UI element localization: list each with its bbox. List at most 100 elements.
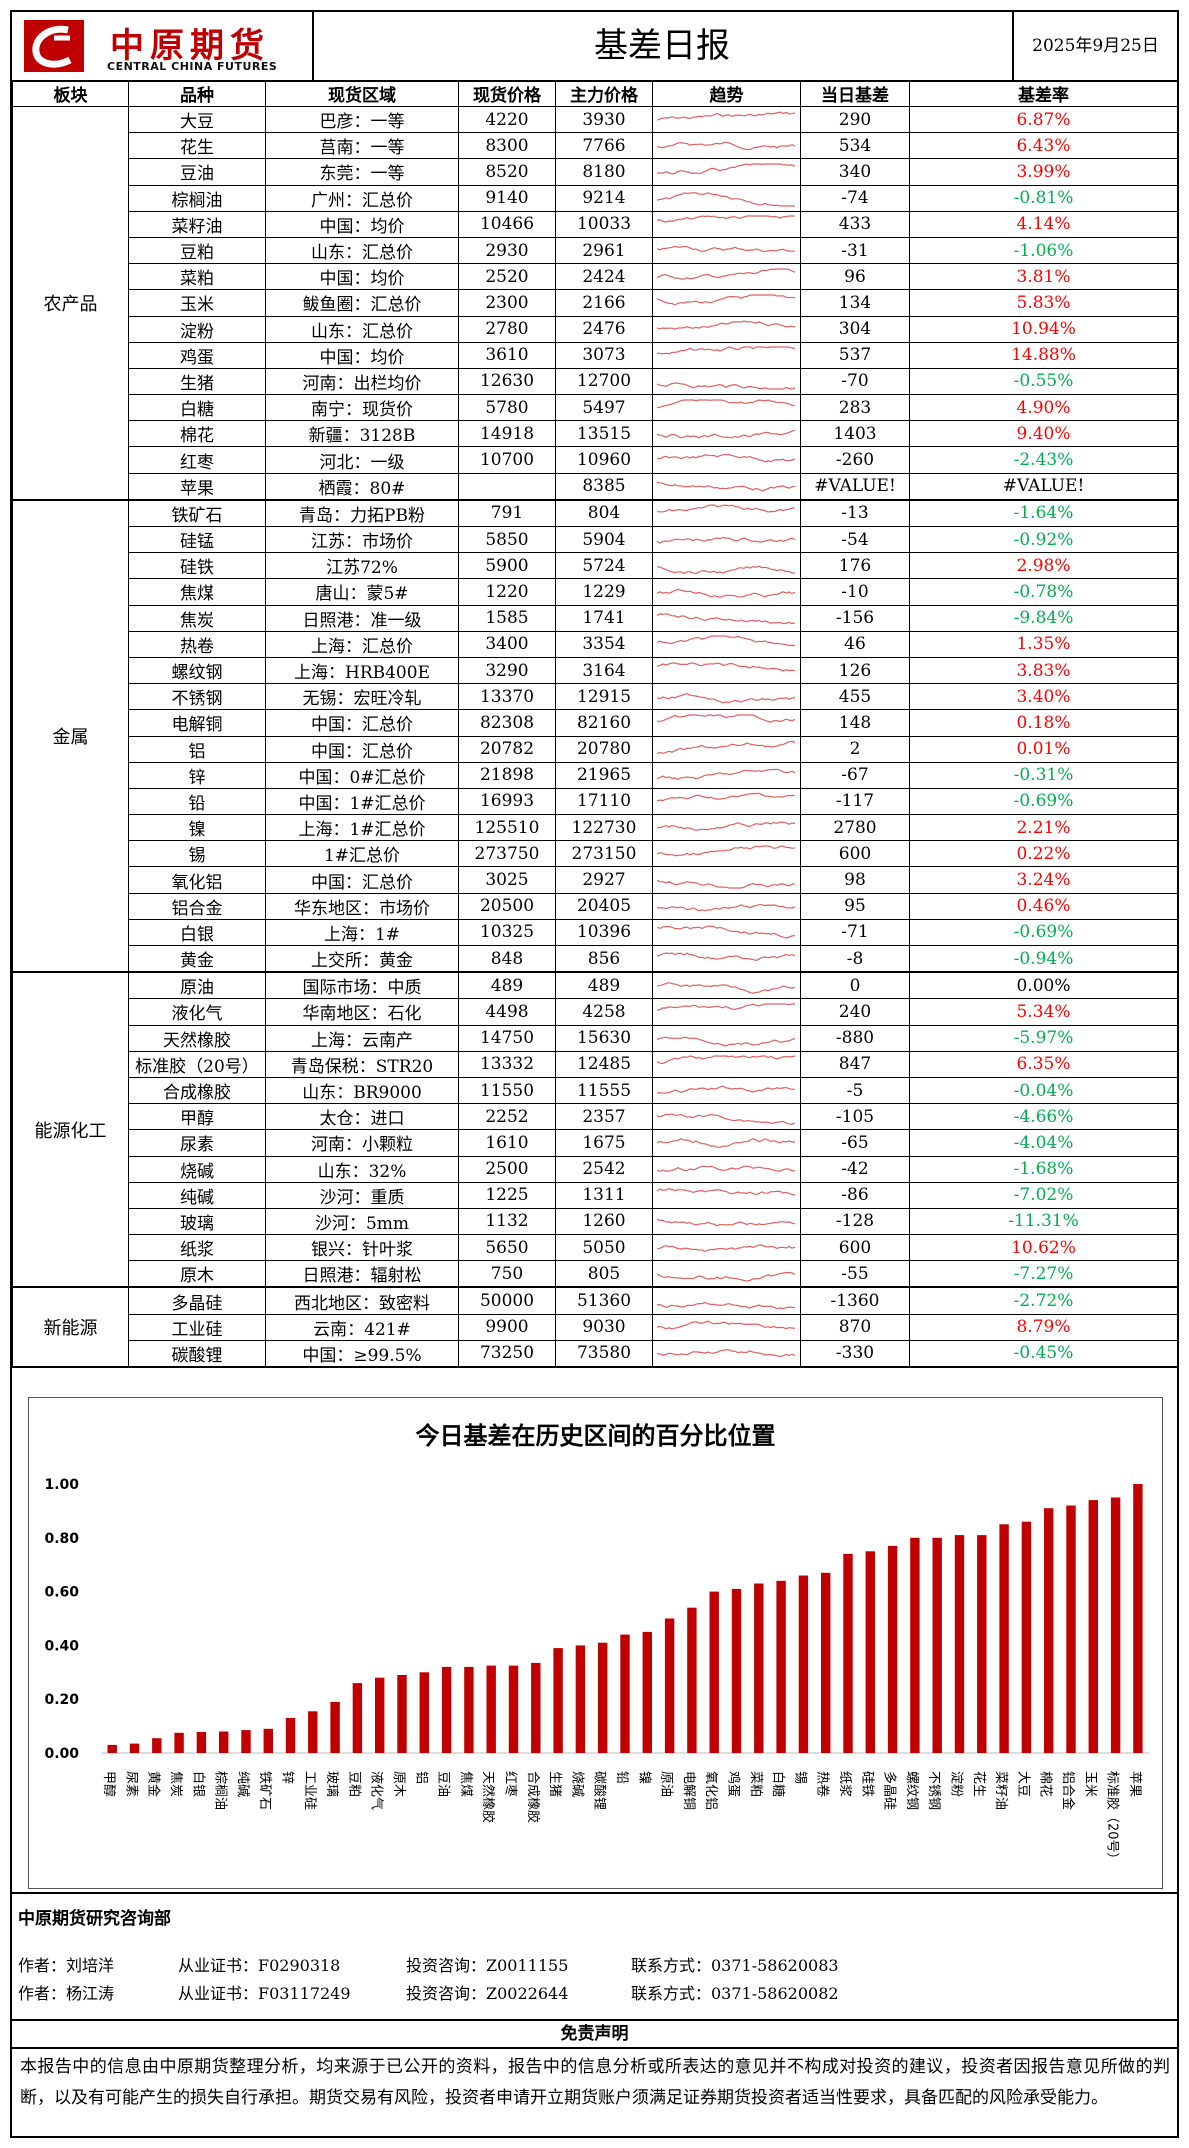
basis-rate-cell: -0.69%: [909, 787, 1178, 816]
variety-cell: 纸浆: [128, 1234, 266, 1262]
table-row: 甲醇 太仓：进口 2252 2357 -105 -4.66%: [13, 1103, 1178, 1131]
basis-rate-cell: 3.81%: [909, 263, 1178, 291]
sparkline-icon: [656, 1349, 795, 1358]
basis-cell: 283: [800, 394, 910, 422]
basis-rate-cell: 14.88%: [909, 341, 1178, 369]
trend-sparkline: [652, 1286, 801, 1315]
trend-sparkline: [652, 1260, 801, 1289]
trend-sparkline: [652, 1234, 801, 1262]
region-cell: 日照港：辐射松: [265, 1260, 459, 1289]
bar: [865, 1551, 875, 1754]
table-row: 豆油 东莞：一等 8520 8180 340 3.99%: [13, 158, 1178, 186]
table-row: 花生 莒南：一等 8300 7766 534 6.43%: [13, 132, 1178, 160]
trend-sparkline: [652, 210, 801, 238]
spot-price-cell: 5780: [458, 394, 556, 422]
table-row: 铝中国：汇总价 20782 20780 2 0.01%: [13, 735, 1178, 763]
basis-rate-cell: 3.83%: [909, 656, 1178, 685]
region-cell: 山东：汇总价: [265, 236, 459, 265]
x-tick-label: 多晶硅: [882, 1771, 898, 1810]
trend-sparkline: [652, 158, 801, 186]
basis-cell: 148: [800, 709, 910, 737]
region-cell: 南宁：现货价: [265, 394, 459, 422]
variety-cell: 生猪: [128, 367, 266, 396]
table-row: 焦煤 唐山：蒙5# 1220 1229 -10 -0.78%: [13, 578, 1178, 606]
basis-rate-cell: -2.43%: [909, 446, 1178, 474]
x-tick-label: 合成橡胶: [525, 1771, 541, 1823]
basis-cell: 290: [800, 105, 910, 134]
spot-price-cell: [458, 472, 556, 501]
basis-cell: 304: [800, 315, 910, 343]
bar: [664, 1618, 675, 1753]
variety-cell: 菜籽油: [128, 210, 266, 238]
spot-price-cell: 10466: [458, 210, 556, 238]
bar: [1044, 1508, 1054, 1753]
author-contact: 联系方式：0371-58620083: [631, 1956, 839, 1975]
main-price-cell: 20405: [555, 892, 653, 920]
sparkline-icon: [656, 925, 795, 940]
basis-cell: 176: [800, 552, 910, 580]
trend-sparkline: [652, 289, 801, 317]
variety-cell: 液化气: [128, 998, 266, 1026]
spot-price-cell: 11550: [458, 1076, 556, 1105]
author-name: 作者：杨江涛: [18, 1984, 115, 2003]
main-price-cell: 3930: [555, 105, 653, 134]
basis-rate-cell: -7.27%: [909, 1260, 1178, 1289]
x-tick-label: 淀粉: [949, 1771, 964, 1797]
spot-price-cell: 1585: [458, 604, 556, 632]
x-tick-label: 白糖: [770, 1771, 786, 1797]
trend-sparkline: [652, 840, 801, 868]
region-cell: 河南：出栏均价: [265, 367, 459, 396]
variety-cell: 尿素: [128, 1129, 266, 1157]
variety-cell: 铅: [128, 787, 266, 816]
bar: [620, 1634, 630, 1753]
y-tick-label: 0.40: [44, 1638, 79, 1654]
region-cell: 中国：≥99.5%: [265, 1339, 459, 1368]
basis-cell: 134: [800, 289, 910, 317]
basis-cell: -330: [800, 1339, 910, 1368]
table-row: 铅中国：1#汇总价 16993 17110 -117 -0.69%: [13, 787, 1178, 816]
x-tick-label: 玻璃: [324, 1771, 339, 1797]
x-tick-label: 电解铜: [681, 1771, 696, 1810]
sparkline-icon: [656, 565, 795, 575]
x-tick-label: 棕榈油: [213, 1771, 228, 1810]
x-tick-label: 苹果: [1127, 1771, 1142, 1797]
basis-rate-cell: 10.62%: [909, 1234, 1178, 1262]
sparkline-icon: [656, 482, 795, 492]
x-tick-label: 鸡蛋: [726, 1771, 742, 1797]
author-consult: 投资咨询：Z0022644: [406, 1984, 569, 2003]
brand-logo-icon: [24, 20, 84, 72]
sparkline-icon: [656, 904, 795, 912]
spot-price-cell: 489: [458, 971, 556, 1000]
variety-cell: 豆油: [128, 158, 266, 186]
main-price-cell: 489: [555, 971, 653, 1000]
spot-price-cell: 82308: [458, 709, 556, 737]
spot-price-cell: 3610: [458, 341, 556, 369]
table-row: 不锈钢 无锡：宏旺冷轧 13370 12915 455 3.40%: [13, 683, 1178, 711]
sparkline-icon: [656, 635, 795, 647]
trend-sparkline: [652, 552, 801, 580]
bar: [285, 1718, 296, 1753]
region-cell: 云南：421#: [265, 1313, 459, 1341]
sparkline-icon: [656, 192, 795, 207]
col-header-main: 主力价格: [555, 80, 653, 107]
region-cell: 银兴：针叶浆: [265, 1234, 459, 1262]
basis-rate-cell: -0.04%: [909, 1076, 1178, 1105]
bar: [196, 1732, 207, 1753]
sparkline-icon: [656, 163, 795, 175]
bar: [1066, 1505, 1076, 1753]
region-cell: 西北地区：致密料: [265, 1286, 459, 1315]
main-price-cell: 12485: [555, 1050, 653, 1078]
spot-price-cell: 5850: [458, 525, 556, 554]
variety-cell: 原木: [128, 1260, 266, 1289]
trend-sparkline: [652, 394, 801, 422]
basis-rate-cell: -9.84%: [909, 604, 1178, 632]
main-price-cell: 1675: [555, 1129, 653, 1157]
table-row: 碳酸锂 中国：≥99.5% 73250 73580 -330 -0.45%: [13, 1339, 1178, 1368]
basis-cell: 95: [800, 892, 910, 920]
region-cell: 上海：HRB400E: [265, 656, 459, 685]
main-price-cell: 3073: [555, 341, 653, 369]
basis-rate-cell: -0.31%: [909, 761, 1178, 789]
sparkline-icon: [656, 1219, 795, 1227]
main-price-cell: 7766: [555, 132, 653, 160]
region-cell: 中国：汇总价: [265, 866, 459, 894]
